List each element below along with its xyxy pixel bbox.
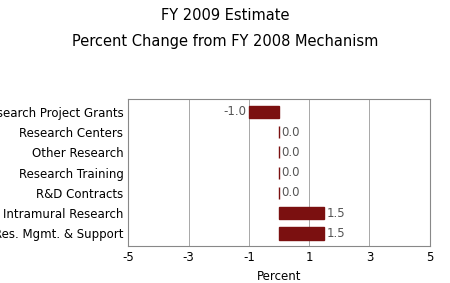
Bar [279,227,324,239]
Text: 1.5: 1.5 [327,227,345,240]
Text: 1.5: 1.5 [327,207,345,220]
Text: 0.0: 0.0 [281,126,300,139]
Text: 0.0: 0.0 [281,186,300,200]
Bar [249,106,279,118]
Text: 0.0: 0.0 [281,146,300,159]
X-axis label: Percent: Percent [257,270,301,283]
Text: -1.0: -1.0 [224,105,247,118]
Text: 0.0: 0.0 [281,166,300,179]
Text: Percent Change from FY 2008 Mechanism: Percent Change from FY 2008 Mechanism [72,34,378,49]
Bar [279,207,324,219]
Text: FY 2009 Estimate: FY 2009 Estimate [161,8,289,23]
